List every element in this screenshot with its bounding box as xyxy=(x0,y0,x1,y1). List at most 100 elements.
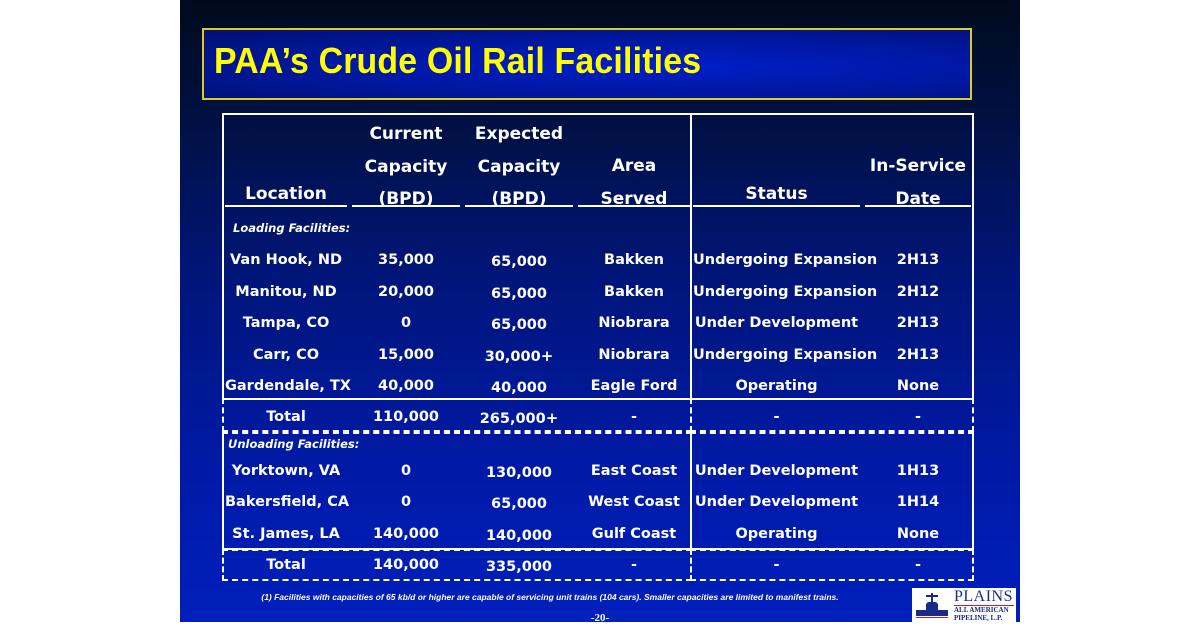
plus-marker: + xyxy=(540,347,554,365)
header-text: Date xyxy=(895,188,941,209)
expected-value: 265,000 xyxy=(479,411,546,427)
header-text: (BPD) xyxy=(491,189,547,209)
cell-current: 40,000 xyxy=(378,378,434,394)
expected-value: 30,000 xyxy=(484,349,541,365)
expected-value: 140,000 xyxy=(485,528,553,544)
header-text: (BPD) xyxy=(378,189,434,209)
header-text: Expected xyxy=(474,124,564,144)
cell-expected: 65,000 xyxy=(465,315,573,333)
header-text: Status xyxy=(745,184,808,204)
expected-value: 40,000 xyxy=(491,380,547,396)
cell-expected: 65,000 xyxy=(465,494,573,512)
cell-location: Total xyxy=(266,557,306,573)
cell-area: Eagle Ford xyxy=(590,378,678,394)
header-text: Capacity xyxy=(364,156,448,177)
cell-date: - xyxy=(914,409,922,425)
cell-status: Under Development xyxy=(694,463,859,479)
cell-date: 2H13 xyxy=(896,347,940,363)
header-text: Current xyxy=(369,124,443,144)
unloading-total-status-border xyxy=(690,549,974,581)
cell-status: Operating xyxy=(735,378,818,394)
cell-status: Under Development xyxy=(694,494,859,510)
cell-status: Undergoing Expansion xyxy=(693,347,878,363)
cell-current: 0 xyxy=(400,494,412,510)
expected-value: 335,000 xyxy=(485,559,553,575)
cell-area: Bakken xyxy=(604,252,664,268)
header-expected-capacity: Expected Capacity (BPD) xyxy=(465,118,573,216)
header-underline xyxy=(693,205,860,207)
cell-date: None xyxy=(896,378,940,394)
logo-text-pipeline: PIPELINE, L.P. xyxy=(954,614,1003,622)
cell-area: Bakken xyxy=(604,284,664,300)
cell-location: Gardendale, TX xyxy=(225,378,351,394)
cell-area: Niobrara xyxy=(598,315,670,331)
cell-date: 2H13 xyxy=(896,315,940,331)
cell-expected: 30,000+ xyxy=(465,347,573,365)
cell-expected: 65,000 xyxy=(465,284,573,302)
logo-text-all-american: ALL AMERICAN xyxy=(954,606,1009,614)
cell-location: Tampa, CO xyxy=(242,315,330,331)
cell-date: 1H14 xyxy=(896,494,940,510)
header-underline xyxy=(578,205,690,207)
cell-date: None xyxy=(896,526,940,542)
cell-current: 140,000 xyxy=(372,557,440,573)
cell-location: Manitou, ND xyxy=(235,284,337,300)
cell-current: 110,000 xyxy=(372,409,440,425)
cell-date: - xyxy=(914,557,922,573)
cell-expected: 40,000 xyxy=(465,378,573,396)
page-number: -20- xyxy=(590,612,610,624)
plains-logo: PLAINS ALL AMERICAN PIPELINE, L.P. xyxy=(912,588,1016,622)
cell-current: 140,000 xyxy=(372,526,440,542)
loading-total-status-border xyxy=(690,398,974,432)
header-underline xyxy=(865,205,971,207)
expected-value: 130,000 xyxy=(485,465,553,481)
cell-status: Operating xyxy=(735,526,818,542)
cell-status: Undergoing Expansion xyxy=(693,252,878,268)
header-text: Capacity xyxy=(477,156,561,177)
cell-expected: 265,000+ xyxy=(465,409,573,427)
cell-date: 2H13 xyxy=(896,252,940,268)
cell-expected: 335,000 xyxy=(465,557,573,575)
cell-status: - xyxy=(773,409,780,425)
footnote: (1) Facilities with capacities of 65 kb/… xyxy=(261,592,839,602)
cell-status: - xyxy=(773,557,780,573)
cell-area: West Coast xyxy=(588,494,680,510)
header-text: Area xyxy=(611,156,657,176)
header-in-service-date: In-Service Date xyxy=(865,150,971,215)
slide-title: PAA’s Crude Oil Rail Facilities xyxy=(214,40,702,81)
cell-current: 0 xyxy=(400,463,412,479)
rail-facilities-table: Location Current Capacity (BPD) Expected… xyxy=(180,0,1020,630)
header-status: Status xyxy=(693,184,860,204)
cell-status: Undergoing Expansion xyxy=(693,284,878,300)
cell-area: Niobrara xyxy=(598,347,670,363)
cell-area: Gulf Coast xyxy=(591,526,677,542)
cell-date: 2H12 xyxy=(896,284,940,300)
loading-facilities-label: Loading Facilities: xyxy=(233,221,351,235)
header-underline xyxy=(465,205,573,207)
cell-location: St. James, LA xyxy=(232,526,340,542)
cell-date: 1H13 xyxy=(896,463,940,479)
header-text: In-Service xyxy=(869,156,967,176)
cell-status: Under Development xyxy=(694,315,859,331)
cell-current: 35,000 xyxy=(378,252,434,268)
header-underline xyxy=(352,205,460,207)
valve-icon xyxy=(912,588,952,622)
cell-location: Total xyxy=(266,409,306,425)
cell-expected: 140,000 xyxy=(465,526,573,544)
plus-marker: + xyxy=(545,409,559,427)
cell-location: Bakersfield, CA xyxy=(225,494,350,510)
cell-location: Carr, CO xyxy=(252,347,320,363)
cell-area: - xyxy=(630,409,638,425)
header-location: Location xyxy=(225,184,347,204)
title-box: PAA’s Crude Oil Rail Facilities xyxy=(202,28,972,100)
cell-location: Yorktown, VA xyxy=(231,463,341,479)
unloading-facilities-label: Unloading Facilities: xyxy=(228,437,360,451)
cell-expected: 65,000 xyxy=(465,252,573,270)
cell-expected: 130,000 xyxy=(465,463,573,481)
header-underline xyxy=(225,205,347,207)
slide: PAA’s Crude Oil Rail Facilities Location… xyxy=(180,0,1020,624)
header-area-served: Area Served xyxy=(578,150,690,215)
cell-location: Van Hook, ND xyxy=(229,252,342,268)
expected-value: 65,000 xyxy=(491,317,547,333)
cell-area: - xyxy=(630,557,638,573)
